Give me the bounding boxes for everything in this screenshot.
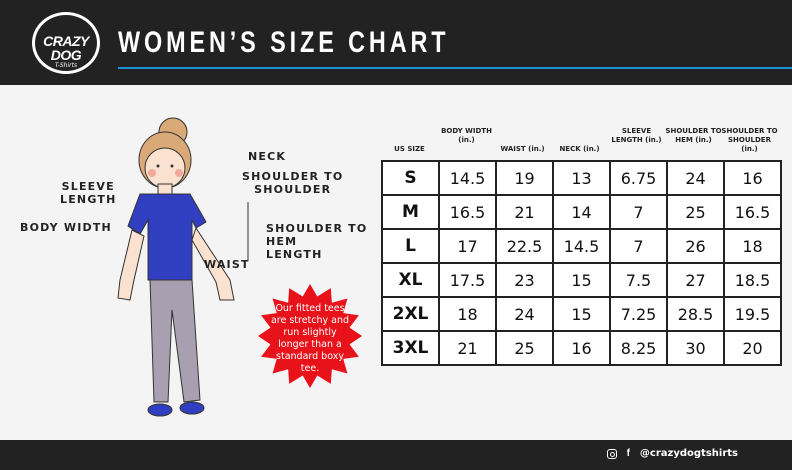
measurement-cell: 27 <box>666 262 725 298</box>
label-neck: NECK <box>248 150 287 163</box>
measurement-cell: 26 <box>666 228 725 264</box>
measurement-cell: 18 <box>438 296 497 332</box>
measurement-cell: 22.5 <box>495 228 554 264</box>
header: CRAZY DOG T-Shirts WOMEN’S SIZE CHART <box>0 0 792 85</box>
measurement-cell: 21 <box>438 330 497 366</box>
measurement-cell: 24 <box>495 296 554 332</box>
measurement-cell: 17.5 <box>438 262 497 298</box>
measurement-cell: 7 <box>609 228 668 264</box>
measurement-cell: 8.25 <box>609 330 668 366</box>
page-title: WOMEN’S SIZE CHART <box>118 26 450 59</box>
facebook-icon[interactable]: f <box>626 448 630 459</box>
measurement-cell: 14.5 <box>552 228 611 264</box>
table-row: L 17 22.5 14.5 7 26 18 <box>381 228 782 264</box>
size-cell: S <box>381 160 440 196</box>
label-shoulder-to-hem: SHOULDER TO HEM LENGTH <box>266 222 368 261</box>
measurement-cell: 19.5 <box>723 296 782 332</box>
table-row: M 16.5 21 14 7 25 16.5 <box>381 194 782 230</box>
label-sleeve-length: SLEEVE LENGTH <box>60 180 117 206</box>
header-us-size: US SIZE <box>394 145 425 153</box>
measurement-cell: 28.5 <box>666 296 725 332</box>
measurement-cell: 17 <box>438 228 497 264</box>
measurement-cell: 7 <box>609 194 668 230</box>
size-cell: XL <box>381 262 440 298</box>
label-waist: WAIST <box>204 258 250 271</box>
size-table: S 14.5 19 13 6.75 24 16 M 16.5 21 14 7 25 16.5 L 17 22.5… <box>381 160 782 366</box>
measurement-cell: 19 <box>495 160 554 196</box>
header-shoulder-to-shoulder: SHOULDER TO SHOULDER (in.) <box>721 127 778 153</box>
instagram-icon[interactable] <box>606 448 617 459</box>
measurement-cell: 25 <box>495 330 554 366</box>
measurement-cell: 20 <box>723 330 782 366</box>
size-cell: 2XL <box>381 296 440 332</box>
header-body-width: BODY WIDTH (in.) <box>441 127 492 144</box>
measurement-cell: 30 <box>666 330 725 366</box>
social-handle[interactable]: @crazydogtshirts <box>639 448 738 459</box>
measurement-cell: 18 <box>723 228 782 264</box>
measurement-cell: 16.5 <box>438 194 497 230</box>
measurement-cell: 6.75 <box>609 160 668 196</box>
size-cell: L <box>381 228 440 264</box>
measurement-cell: 7.5 <box>609 262 668 298</box>
accent-divider <box>118 67 792 69</box>
header-sleeve-length: SLEEVE LENGTH (in.) <box>611 127 662 144</box>
measurement-cell: 7.25 <box>609 296 668 332</box>
measurement-cell: 14 <box>552 194 611 230</box>
header-waist: WAIST (in.) <box>500 145 545 153</box>
measurement-cell: 24 <box>666 160 725 196</box>
label-body-width: BODY WIDTH <box>20 221 112 234</box>
measurement-cell: 16 <box>552 330 611 366</box>
measurement-cell: 18.5 <box>723 262 782 298</box>
measurement-cell: 14.5 <box>438 160 497 196</box>
table-row: 2XL 18 24 15 7.25 28.5 19.5 <box>381 296 782 332</box>
label-shoulder-to-shoulder: SHOULDER TO SHOULDER <box>242 170 344 196</box>
measurement-cell: 13 <box>552 160 611 196</box>
measurement-cell: 15 <box>552 262 611 298</box>
measurement-cell: 15 <box>552 296 611 332</box>
measurement-cell: 25 <box>666 194 725 230</box>
measurement-cell: 23 <box>495 262 554 298</box>
size-cell: M <box>381 194 440 230</box>
table-row: XL 17.5 23 15 7.5 27 18.5 <box>381 262 782 298</box>
size-cell: 3XL <box>381 330 440 366</box>
measurement-cell: 16.5 <box>723 194 782 230</box>
figure-illustration <box>117 117 249 417</box>
measurement-cell: 16 <box>723 160 782 196</box>
header-neck: NECK (in.) <box>559 145 600 153</box>
measurement-cell: 21 <box>495 194 554 230</box>
note-starburst <box>258 284 362 388</box>
table-row: S 14.5 19 13 6.75 24 16 <box>381 160 782 196</box>
logo: CRAZY DOG T-Shirts <box>32 12 100 74</box>
footer: f @crazydogtshirts <box>0 440 792 470</box>
table-row: 3XL 21 25 16 8.25 30 20 <box>381 330 782 366</box>
header-shoulder-to-hem: SHOULDER TO HEM (in.) <box>665 127 722 144</box>
note-text: Our fitted tees are stretchy and run sli… <box>270 303 350 374</box>
